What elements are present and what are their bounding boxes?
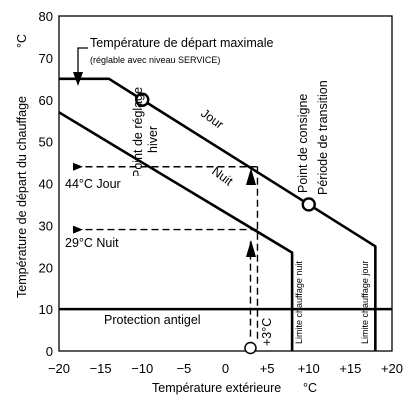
x-tick-labels: −20 −15 −10 −5 0 +5 +10 +15 +20 <box>48 361 403 376</box>
down-arrow-icon <box>73 72 83 86</box>
night-29-label: 29°C Nuit <box>65 236 119 250</box>
x-tick-label: −10 <box>131 361 153 376</box>
limit-day-label: Limite chauffage jour <box>360 261 370 344</box>
day-curve <box>59 77 377 351</box>
y-tick-label: 30 <box>39 218 53 233</box>
plus3-label: +3°C <box>260 318 274 346</box>
x-axis-label: Température extérieure <box>152 381 281 395</box>
y-tick-label: 10 <box>39 302 53 317</box>
up-arrow-icon <box>246 168 256 185</box>
x-tick-label: +5 <box>260 361 275 376</box>
frost-protection-label: Protection antigel <box>104 313 201 327</box>
x-tick-label: −15 <box>90 361 112 376</box>
plus3-marker <box>244 341 257 355</box>
transition-setpoint-marker <box>301 197 316 212</box>
label-29-background <box>62 234 140 249</box>
day-label: Jour <box>198 106 226 132</box>
label-44-background <box>62 176 142 191</box>
winter-setpoint-label-2: hiver <box>146 126 160 153</box>
day-44-label: 44°C Jour <box>65 177 121 191</box>
y-axis-unit: °C <box>15 34 29 48</box>
y-axis-label: Température de départ du chauffage <box>15 96 29 298</box>
transition-setpoint-label: Point de consigne <box>296 94 310 193</box>
plot-frame <box>58 15 393 352</box>
y-tick-label: 50 <box>39 135 53 150</box>
x-tick-label: +15 <box>339 361 361 376</box>
winter-setpoint-marker <box>135 92 150 107</box>
x-tick-label: 0 <box>222 361 229 376</box>
x-tick-label: +20 <box>381 361 403 376</box>
y-tick-label: 80 <box>39 9 53 24</box>
max-start-temp-label: Température de départ maximale <box>90 36 273 50</box>
frost-label-background <box>101 312 221 328</box>
y-tick-label: 0 <box>46 344 53 359</box>
y-tick-label: 70 <box>39 51 53 66</box>
night-label: Nuit <box>209 164 236 189</box>
winter-setpoint-label: Point de réglage <box>131 87 145 178</box>
max-start-temp-note: (réglable avec niveau SERVICE) <box>90 55 220 65</box>
limit-night-label: Limite chauffage nuit <box>294 261 304 344</box>
max-temp-leader <box>77 47 88 78</box>
y-tick-label: 40 <box>39 177 53 192</box>
y-tick-label: 20 <box>39 260 53 275</box>
x-tick-label: +10 <box>298 361 320 376</box>
y-tick-label: 60 <box>39 93 53 108</box>
night-curve <box>58 111 294 351</box>
x-axis-unit: °C <box>303 381 317 395</box>
up-arrow-icon <box>246 240 256 257</box>
y-tick-labels: 0 10 20 30 40 50 60 70 80 <box>39 9 53 359</box>
dashed-guides <box>73 162 259 342</box>
x-tick-label: −20 <box>48 361 70 376</box>
x-tick-label: −5 <box>176 361 191 376</box>
transition-setpoint-label-2: Période de transition <box>316 80 330 195</box>
